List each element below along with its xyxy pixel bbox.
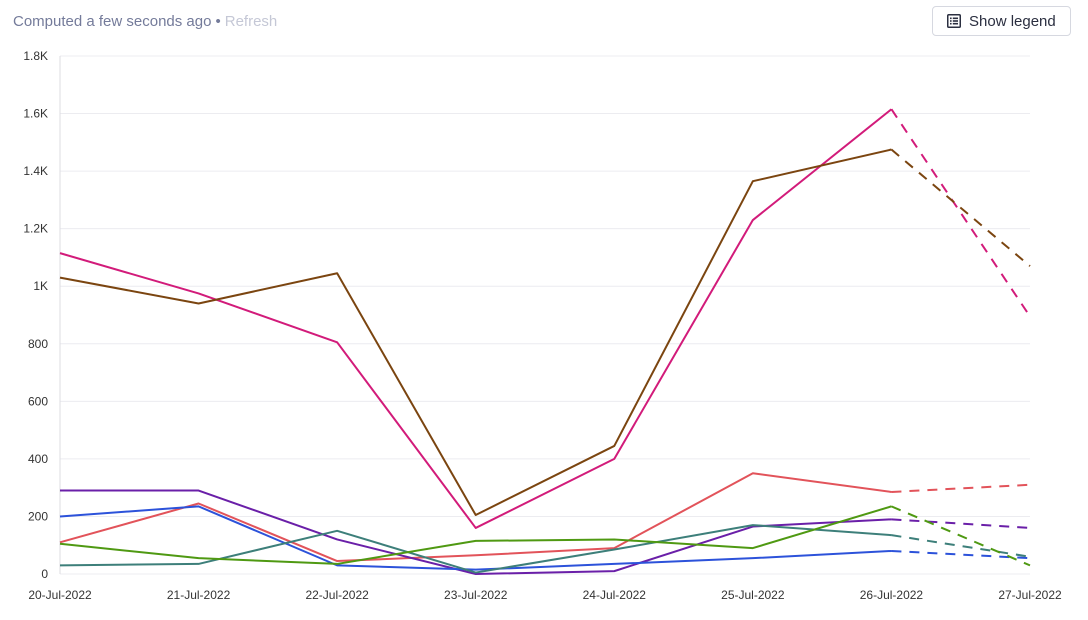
- y-tick-label: 0: [41, 567, 48, 581]
- series-solid-segment: [59, 524, 892, 574]
- series-group: [59, 108, 1031, 575]
- y-tick-label: 1.2K: [23, 222, 48, 236]
- x-tick-label: 25-Jul-2022: [721, 588, 785, 602]
- y-tick-label: 1K: [33, 279, 48, 293]
- series-solid-segment: [59, 148, 892, 517]
- series-solid-segment: [59, 505, 892, 565]
- legend-list-icon: [947, 14, 961, 28]
- y-tick-label: 200: [28, 509, 48, 523]
- y-tick-label: 600: [28, 394, 48, 408]
- show-legend-button[interactable]: Show legend: [932, 6, 1071, 36]
- y-tick-label: 800: [28, 337, 48, 351]
- y-axis: 0 200 400 600 800 1K 1.2K 1.4K 1.6K 1.8K: [23, 49, 48, 581]
- grid-lines: [59, 55, 1030, 575]
- series-dashed-segment: [891, 483, 1031, 493]
- status-separator: •: [215, 13, 221, 30]
- series-line: [59, 505, 1031, 571]
- series-dashed-segment: [891, 549, 1031, 560]
- y-tick-label: 1.6K: [23, 107, 48, 121]
- series-solid-segment: [60, 489, 892, 575]
- refresh-link[interactable]: Refresh: [224, 13, 278, 30]
- chart-toolbar: Computed a few seconds ago • Refresh Show …: [0, 0, 1088, 44]
- series-line: [59, 524, 1031, 574]
- series-dashed-segment: [891, 518, 1031, 529]
- show-legend-label: Show legend: [969, 12, 1056, 30]
- series-line: [59, 505, 1031, 567]
- x-tick-label: 27-Jul-2022: [998, 588, 1062, 602]
- x-tick-label: 22-Jul-2022: [305, 588, 369, 602]
- y-tick-label: 1.4K: [23, 164, 48, 178]
- series-line: [60, 489, 1031, 575]
- series-dashed-segment: [890, 148, 1031, 267]
- computed-status: Computed a few seconds ago • Refresh: [13, 13, 277, 30]
- x-tick-label: 21-Jul-2022: [167, 588, 231, 602]
- series-dashed-segment: [890, 108, 1031, 317]
- series-solid-segment: [59, 505, 892, 571]
- x-tick-label: 20-Jul-2022: [28, 588, 92, 602]
- x-tick-label: 23-Jul-2022: [444, 588, 508, 602]
- series-dashed-segment: [891, 534, 1031, 558]
- series-line: [59, 472, 1031, 563]
- x-tick-label: 24-Jul-2022: [583, 588, 647, 602]
- series-line: [59, 108, 1031, 529]
- computed-status-text: Computed a few seconds ago: [13, 13, 212, 30]
- x-axis: 20-Jul-2022 21-Jul-2022 22-Jul-2022 23-Jul-…: [28, 588, 1062, 602]
- y-tick-label: 1.8K: [23, 49, 48, 63]
- series-solid-segment: [59, 108, 893, 529]
- line-chart: 0 200 400 600 800 1K 1.2K 1.4K 1.6K 1.8K 20-Jul-2…: [23, 49, 1062, 602]
- x-tick-label: 26-Jul-2022: [860, 588, 924, 602]
- series-solid-segment: [59, 472, 892, 563]
- series-line: [59, 148, 1031, 517]
- series-dashed-segment: [891, 505, 1031, 567]
- y-tick-label: 400: [28, 452, 48, 466]
